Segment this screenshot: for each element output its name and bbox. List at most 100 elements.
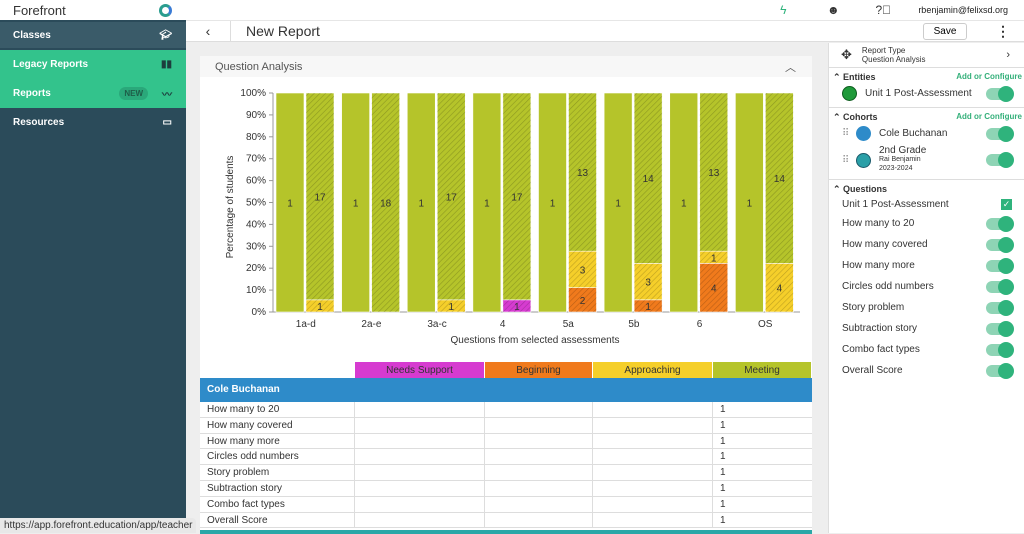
bar-segment-meeting[interactable] [275, 92, 305, 313]
bar-data-label: 4 [711, 284, 717, 295]
bar-data-label: 13 [708, 168, 720, 179]
bar-hatch [765, 263, 794, 312]
question-toggle[interactable] [986, 341, 1014, 358]
user-email[interactable]: rbenjamin@felixsd.org [918, 5, 1008, 15]
top-bar: ϟ ☻ ?⃝ rbenjamin@felixsd.org [186, 0, 1024, 20]
back-button[interactable]: ‹ [186, 21, 231, 41]
bar-segment-meeting[interactable] [406, 92, 436, 313]
legend-meeting: Meeting [713, 362, 812, 378]
question-cell: Overall Score [200, 512, 355, 528]
question-toggle[interactable] [986, 278, 1014, 295]
legend-beginning: Beginning [485, 362, 593, 378]
new-badge: NEW [119, 87, 148, 100]
bar-data-label: 1 [645, 302, 651, 313]
question-toggle[interactable] [986, 299, 1014, 316]
bar-data-label: 18 [380, 199, 392, 210]
assessment-checkbox[interactable]: ✓ [1001, 198, 1012, 210]
entity-toggle[interactable] [986, 85, 1014, 102]
drag-handle-icon[interactable]: ⠿ [842, 154, 850, 166]
approaching-cell [593, 433, 713, 449]
question-toggle[interactable] [986, 320, 1014, 337]
cohort-year: 2023-2024 [879, 165, 913, 172]
needs-support-cell [355, 465, 485, 480]
x-tick-label: 3a-c [427, 319, 446, 330]
question-label: Circles odd numbers [842, 281, 934, 292]
meeting-cell: 1 [720, 404, 726, 415]
question-label: Overall Score [842, 365, 903, 376]
card-header[interactable]: Question Analysis ︿ [200, 56, 812, 77]
needs-support-cell [355, 512, 485, 528]
drag-handle-icon[interactable]: ⠿ [842, 128, 850, 139]
question-cell: How many more [200, 433, 355, 449]
entities-title[interactable]: ⌃ Entities [833, 72, 876, 82]
x-tick-label: 5b [628, 319, 640, 330]
sidebar-item-reports[interactable]: Reports NEW 〰 [0, 79, 186, 108]
bolt-icon[interactable]: ϟ [780, 3, 787, 17]
next-cohort-header [200, 530, 812, 534]
bar-segment-meeting[interactable] [603, 92, 633, 313]
question-label: How many covered [842, 239, 928, 250]
cohort-toggle[interactable] [986, 125, 1014, 142]
page-title[interactable]: New Report [246, 23, 320, 39]
question-toggle[interactable] [986, 215, 1014, 232]
needs-support-cell [355, 480, 485, 496]
question-toggle[interactable] [986, 362, 1014, 379]
legend-needs-support: Needs Support [355, 362, 485, 378]
question-cell: Circles odd numbers [200, 449, 355, 465]
bar-segment-meeting[interactable] [735, 92, 764, 313]
save-button[interactable]: Save [923, 23, 967, 40]
bar-hatch [502, 93, 531, 300]
x-tick-label: 6 [697, 319, 703, 330]
graduation-cap-icon: 🎓︎ [159, 29, 172, 41]
x-tick-label: 1a-d [296, 319, 316, 330]
chevron-up-icon[interactable]: ︿ [785, 61, 796, 74]
needs-support-cell [355, 433, 485, 449]
chevron-right-icon: › [1006, 49, 1010, 61]
question-toggle[interactable] [986, 236, 1014, 253]
question-toggle[interactable] [986, 257, 1014, 274]
cohort-header-row[interactable]: Cole Buchanan [200, 378, 812, 402]
needs-support-cell [355, 496, 485, 512]
x-axis-label: Questions from selected assessments [451, 335, 620, 346]
y-tick-label: 30% [246, 241, 266, 252]
cohorts-title[interactable]: ⌃ Cohorts [833, 112, 878, 122]
bar-hatch [306, 299, 334, 312]
approaching-cell [593, 402, 713, 417]
grid-globe-icon [842, 86, 857, 101]
help-icon[interactable]: ?⃝ [875, 3, 892, 17]
y-tick-label: 20% [246, 263, 266, 274]
y-tick-label: 50% [246, 198, 266, 209]
sidebar-item-legacy-reports[interactable]: Legacy Reports ▮▮ [0, 50, 186, 79]
save-bar: Save ⋮ [828, 20, 1024, 42]
beginning-cell [485, 465, 593, 480]
meeting-cell: 1 [720, 498, 726, 510]
questions-title[interactable]: ⌃ Questions [833, 184, 888, 194]
sidebar-item-label: Classes [13, 29, 51, 41]
stacked-bar-chart: 0% 10% 20% 30% 40% 50% 60% 70% 80% 90% 100% 1a-d 2a-… [225, 88, 800, 346]
beginning-cell [485, 512, 593, 528]
avatar-icon[interactable]: ☻ [826, 3, 840, 17]
bar-hatch [634, 263, 663, 300]
bar-segment-meeting[interactable] [538, 92, 567, 313]
more-menu-icon[interactable]: ⋮ [996, 23, 1010, 39]
add-configure-cohorts-link[interactable]: Add or Configure [956, 112, 1022, 121]
x-tick-label: 2a-e [361, 319, 381, 330]
cohort-toggle[interactable] [986, 152, 1014, 168]
approaching-cell [593, 480, 713, 496]
x-tick-label: 5a [563, 319, 575, 330]
question-label: Combo fact types [842, 344, 920, 355]
sidebar-item-classes[interactable]: Classes 🎓︎ [0, 22, 186, 48]
bar-segment-meeting[interactable] [472, 92, 502, 313]
report-type-selector[interactable]: ✥ Report Type Question Analysis › [829, 43, 1024, 68]
assessment-item: Unit 1 Post-Assessment ✓ [829, 195, 1024, 213]
add-configure-entities-link[interactable]: Add or Configure [956, 72, 1022, 81]
question-item: Overall Score [829, 360, 1024, 381]
bar-segment-meeting[interactable] [669, 92, 699, 313]
needs-support-cell [355, 417, 485, 433]
legend: Needs Support Beginning Approaching Meet… [200, 362, 812, 378]
cohort-teacher: Rai Benjamin [879, 156, 921, 163]
bar-segment-meeting[interactable] [341, 92, 370, 313]
bar-data-label: 1 [418, 199, 424, 210]
sidebar-item-resources[interactable]: Resources ▭ [0, 108, 186, 137]
bar-hatch [699, 251, 728, 264]
